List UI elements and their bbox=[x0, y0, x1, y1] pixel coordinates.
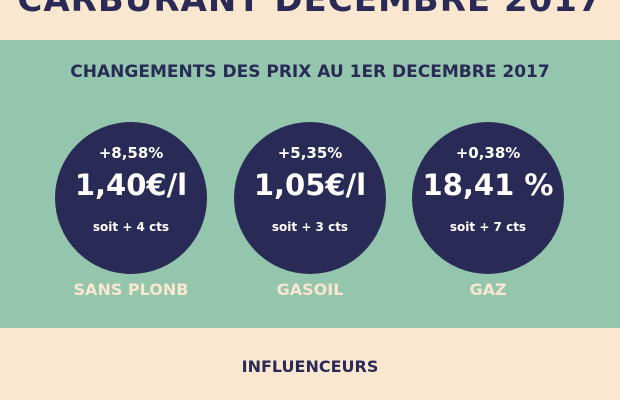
price-circle-gasoil: +5,35% 1,05€/l soit + 3 cts bbox=[234, 122, 386, 274]
fuel-label-gaz: GAZ bbox=[469, 280, 507, 299]
section-heading-influenceurs: INFLUENCEURS bbox=[241, 357, 379, 376]
page-title: CARBURANT DECEMBRE 2017 bbox=[17, 0, 603, 20]
price-circle-sans-plomb: +8,58% 1,40€/l soit + 4 cts bbox=[55, 122, 207, 274]
percent-change: +8,58% bbox=[98, 144, 164, 162]
price-detail: soit + 7 cts bbox=[449, 220, 527, 234]
price-detail: soit + 4 cts bbox=[92, 220, 170, 234]
panel-subtitle: CHANGEMENTS DES PRIX AU 1ER DECEMBRE 201… bbox=[70, 62, 550, 82]
price-value: 1,05€/l bbox=[253, 168, 367, 202]
price-detail: soit + 3 cts bbox=[271, 220, 349, 234]
price-value: 18,41 % bbox=[422, 168, 554, 202]
price-circle-gaz: +0,38% 18,41 % soit + 7 cts bbox=[412, 122, 564, 274]
fuel-label-gasoil: GASOIL bbox=[276, 280, 344, 299]
percent-change: +5,35% bbox=[277, 144, 343, 162]
fuel-label-sans-plomb: SANS PLONB bbox=[73, 280, 189, 299]
percent-change: +0,38% bbox=[455, 144, 521, 162]
price-value: 1,40€/l bbox=[74, 168, 188, 202]
price-changes-panel: CHANGEMENTS DES PRIX AU 1ER DECEMBRE 201… bbox=[0, 40, 620, 328]
